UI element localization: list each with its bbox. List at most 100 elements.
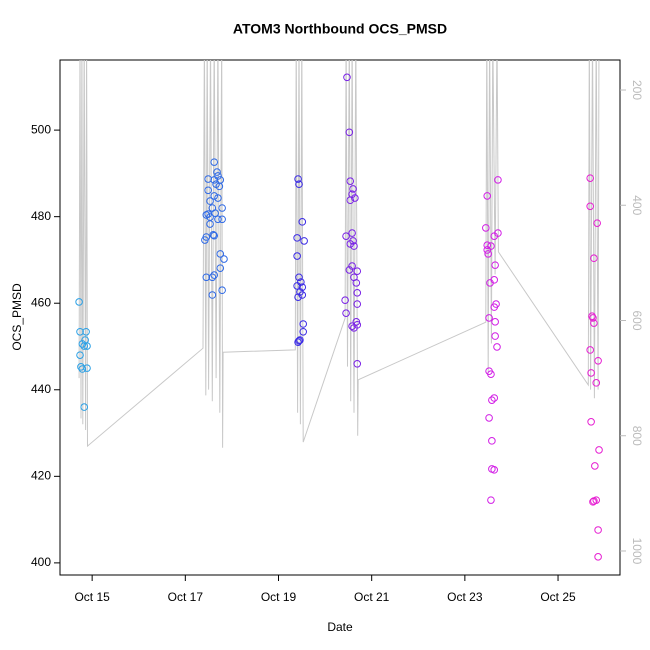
point [586, 202, 594, 211]
point [586, 174, 594, 182]
point [486, 279, 494, 287]
point [83, 364, 91, 372]
point [353, 267, 362, 275]
point [75, 298, 83, 306]
point [345, 128, 354, 137]
y2-tick-label: 200 [630, 80, 644, 100]
y2-tick-label: 800 [630, 426, 644, 446]
point [590, 254, 598, 263]
point [353, 360, 362, 368]
point [206, 197, 214, 205]
point [210, 271, 219, 279]
point [590, 319, 598, 327]
point [488, 396, 496, 404]
point [208, 291, 217, 299]
point [210, 158, 219, 166]
point [589, 314, 597, 322]
point [485, 414, 493, 422]
point [300, 237, 308, 245]
x-tick-label: Oct 25 [540, 590, 576, 604]
point [210, 176, 219, 184]
point [490, 394, 499, 402]
point [298, 291, 307, 299]
point [494, 176, 502, 184]
point [484, 250, 492, 258]
point [82, 327, 90, 336]
point [350, 242, 358, 250]
point [353, 300, 362, 308]
point [201, 236, 209, 244]
point [351, 194, 359, 202]
point [342, 232, 350, 240]
y2-tick-label: 1000 [630, 538, 644, 565]
point [491, 332, 499, 340]
point [216, 250, 225, 258]
chart-title: ATOM3 Northbound OCS_PMSD [233, 21, 447, 37]
y-tick-label: 480 [31, 209, 51, 223]
y2-tick-label: 400 [630, 195, 644, 215]
point [487, 496, 495, 504]
point [350, 324, 358, 332]
point [76, 327, 84, 336]
point [204, 186, 212, 195]
point [78, 365, 87, 373]
point [342, 309, 350, 317]
point [298, 218, 307, 226]
point [293, 252, 301, 260]
x-tick-label: Oct 19 [261, 590, 297, 604]
x-tick-label: Oct 21 [354, 590, 390, 604]
x-tick-label: Oct 17 [168, 590, 204, 604]
point [214, 215, 222, 224]
point [296, 336, 304, 344]
point [348, 229, 356, 237]
y-tick-label: 500 [31, 122, 51, 136]
y-tick-label: 440 [31, 382, 51, 396]
point [295, 180, 303, 189]
point [488, 437, 496, 445]
point [80, 403, 89, 411]
point [349, 185, 357, 193]
point [80, 342, 89, 350]
point [83, 342, 91, 350]
point [216, 264, 225, 272]
point [590, 497, 598, 505]
y-tick-label: 420 [31, 468, 51, 482]
point [348, 322, 356, 330]
point [346, 177, 355, 185]
point [487, 370, 495, 378]
point [594, 553, 602, 561]
point [213, 168, 221, 176]
point [352, 279, 361, 287]
point [208, 273, 217, 282]
y2-tick-label: 600 [630, 310, 644, 330]
point [595, 446, 603, 454]
point [294, 175, 302, 183]
point [346, 196, 355, 205]
point [587, 369, 595, 377]
point [209, 231, 218, 239]
point [295, 337, 303, 345]
point [592, 379, 601, 387]
point [76, 351, 84, 359]
x-tick-label: Oct 23 [447, 590, 483, 604]
point [345, 266, 354, 274]
point [293, 282, 301, 290]
x-axis-label: Date [327, 620, 353, 634]
point [299, 327, 307, 336]
point [210, 231, 219, 240]
point [218, 215, 226, 224]
point [295, 273, 303, 282]
point [215, 182, 224, 191]
point [587, 417, 595, 426]
point [483, 192, 492, 200]
point [494, 229, 502, 237]
point [485, 314, 493, 322]
point [594, 526, 602, 534]
plot-frame [59, 59, 621, 576]
point [491, 261, 499, 269]
point [490, 466, 499, 474]
point [593, 219, 601, 227]
point [214, 194, 222, 202]
point [206, 220, 214, 228]
